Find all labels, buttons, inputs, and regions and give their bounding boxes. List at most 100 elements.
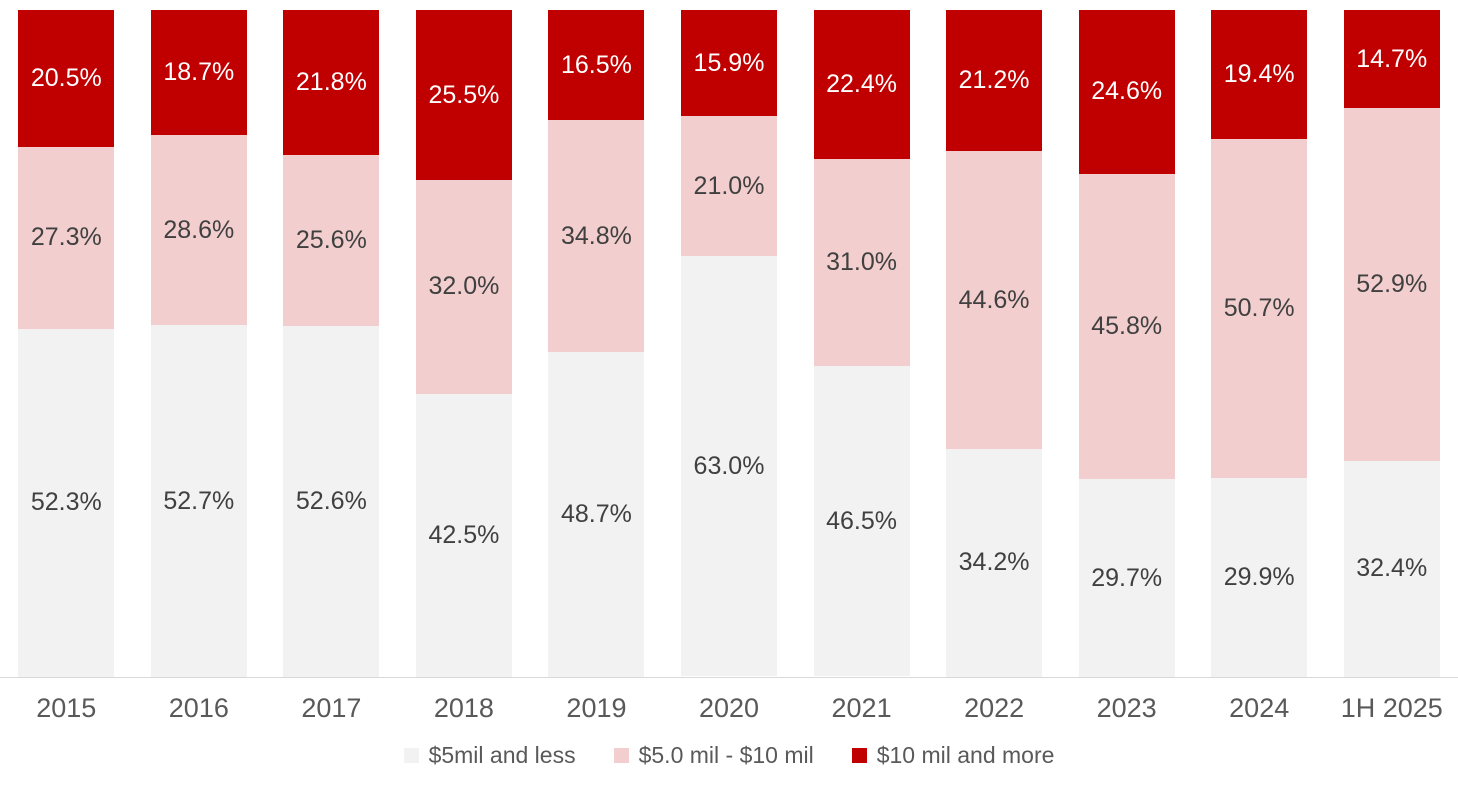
- data-label: 25.6%: [295, 226, 367, 255]
- x-axis-label: 2021: [831, 693, 892, 723]
- data-label: 14.7%: [1356, 44, 1428, 73]
- data-label: 25.5%: [428, 80, 500, 109]
- data-label: 32.0%: [428, 272, 500, 301]
- bar-column: 24.6% 45.8% 29.7%: [1060, 10, 1193, 678]
- bar-column: 18.7% 28.6% 52.7%: [133, 10, 266, 677]
- x-axis-label: 2024: [1229, 693, 1290, 723]
- bar-segment: 29.7%: [1078, 479, 1175, 678]
- bar-segment: 48.7%: [548, 352, 645, 677]
- bar-column: 16.5% 34.8% 48.7%: [530, 10, 663, 677]
- data-label: 34.2%: [958, 548, 1030, 577]
- data-label: 20.5%: [30, 63, 102, 92]
- data-label: 21.8%: [295, 68, 367, 97]
- x-axis-label: 2018: [433, 693, 494, 723]
- plot-area: 20.5% 27.3% 52.3% 18.7% 28.6% 52.7% 21.8% 25.6%…: [0, 10, 1458, 678]
- bar-column: 20.5% 27.3% 52.3%: [0, 10, 133, 678]
- stacked-bar: 19.4% 50.7% 29.9%: [1211, 10, 1308, 677]
- legend-label: $5mil and less: [428, 742, 576, 768]
- bar-segment: 18.7%: [150, 10, 247, 135]
- bar-column: 14.7% 52.9% 32.4%: [1325, 10, 1458, 677]
- bar-segment: 27.3%: [18, 146, 115, 329]
- bar-column: 15.9% 21.0% 63.0%: [663, 10, 796, 677]
- data-label: 21.2%: [958, 66, 1030, 95]
- x-axis-label: 2019: [566, 693, 627, 723]
- data-label: 22.4%: [826, 70, 897, 99]
- data-label: 50.7%: [1223, 293, 1295, 322]
- data-label: 52.9%: [1356, 269, 1428, 298]
- bar-segment: 19.4%: [1211, 10, 1308, 140]
- x-axis: 2015 2016 2017 2018 2019 2020 2021 2022 2023 2024…: [0, 678, 1458, 724]
- stacked-bar: 21.8% 25.6% 52.6%: [283, 10, 380, 677]
- bar-column: 25.5% 32.0% 42.5%: [398, 10, 531, 677]
- legend-item: $5mil and less: [403, 742, 576, 769]
- legend-swatch-icon: [851, 748, 867, 763]
- stacked-bar: 15.9% 21.0% 63.0%: [681, 10, 777, 677]
- data-label: 15.9%: [693, 48, 765, 77]
- stacked-bar: 25.5% 32.0% 42.5%: [415, 10, 512, 677]
- data-label: 19.4%: [1223, 60, 1295, 89]
- bar-segment: 52.6%: [283, 326, 380, 677]
- bar-segment: 42.5%: [415, 393, 512, 677]
- bar-segment: 16.5%: [548, 10, 645, 121]
- bar-segment: 52.7%: [150, 325, 247, 677]
- bar-column: 21.2% 44.6% 34.2%: [928, 10, 1061, 677]
- data-label: 24.6%: [1091, 77, 1163, 106]
- stacked-bar: 21.2% 44.6% 34.2%: [946, 10, 1043, 677]
- x-axis-label: 2017: [301, 693, 362, 723]
- data-label: 48.7%: [561, 500, 632, 529]
- legend-swatch-icon: [613, 748, 629, 763]
- bar-segment: 20.5%: [18, 10, 115, 147]
- x-axis-label: 2023: [1096, 693, 1157, 723]
- legend: $5mil and less $5.0 mil - $10 mil $10 mil …: [0, 742, 1458, 769]
- legend-label: $10 mil and more: [876, 742, 1055, 768]
- bar-segment: 24.6%: [1078, 10, 1175, 174]
- bar-column: 21.8% 25.6% 52.6%: [265, 10, 398, 677]
- bar-segment: 50.7%: [1211, 139, 1308, 478]
- data-label: 27.3%: [30, 223, 102, 252]
- data-label: 44.6%: [958, 285, 1030, 314]
- bar-segment: 46.5%: [813, 366, 910, 677]
- stacked-bar: 24.6% 45.8% 29.7%: [1078, 10, 1175, 678]
- bar-segment: 63.0%: [681, 256, 777, 677]
- data-label: 45.8%: [1091, 312, 1163, 341]
- chart-container: 20.5% 27.3% 52.3% 18.7% 28.6% 52.7% 21.8% 25.6%…: [0, 10, 1458, 769]
- data-label: 63.0%: [693, 451, 765, 480]
- legend-item: $10 mil and more: [851, 742, 1055, 769]
- bar-segment: 14.7%: [1343, 10, 1440, 109]
- bar-segment: 45.8%: [1078, 173, 1175, 480]
- data-label: 52.7%: [163, 486, 235, 515]
- x-axis-label: 1H 2025: [1340, 693, 1443, 723]
- bar-segment: 52.3%: [18, 328, 115, 678]
- bar-segment: 22.4%: [813, 10, 910, 160]
- x-axis-label: 2020: [698, 693, 760, 723]
- data-label: 42.5%: [428, 520, 500, 549]
- bar-segment: 34.2%: [946, 448, 1043, 677]
- stacked-bar: 14.7% 52.9% 32.4%: [1343, 10, 1440, 677]
- data-label: 28.6%: [163, 215, 235, 244]
- data-label: 18.7%: [163, 57, 235, 86]
- bar-segment: 52.9%: [1343, 108, 1440, 461]
- data-label: 46.5%: [826, 506, 897, 535]
- bar-segment: 29.9%: [1211, 477, 1308, 677]
- bar-column: 22.4% 31.0% 46.5%: [795, 10, 928, 677]
- data-label: 52.3%: [30, 488, 102, 517]
- bar-column: 19.4% 50.7% 29.9%: [1193, 10, 1326, 677]
- bar-segment: 21.8%: [283, 10, 380, 156]
- data-label: 21.0%: [693, 171, 765, 200]
- bar-segment: 32.4%: [1343, 460, 1440, 677]
- bar-segment: 28.6%: [150, 134, 247, 326]
- data-label: 52.6%: [295, 487, 367, 516]
- bar-segment: 32.0%: [415, 180, 512, 394]
- bar-segment: 21.2%: [946, 10, 1043, 152]
- stacked-bar: 22.4% 31.0% 46.5%: [813, 10, 910, 677]
- bar-segment: 21.0%: [681, 116, 777, 257]
- bar-segment: 25.5%: [415, 10, 512, 181]
- x-axis-label: 2016: [168, 693, 229, 723]
- data-label: 29.9%: [1223, 562, 1295, 591]
- data-label: 29.7%: [1091, 563, 1163, 592]
- stacked-bar: 16.5% 34.8% 48.7%: [548, 10, 645, 677]
- stacked-bar: 18.7% 28.6% 52.7%: [150, 10, 247, 677]
- bar-segment: 31.0%: [813, 159, 910, 367]
- bar-segment: 34.8%: [548, 120, 645, 353]
